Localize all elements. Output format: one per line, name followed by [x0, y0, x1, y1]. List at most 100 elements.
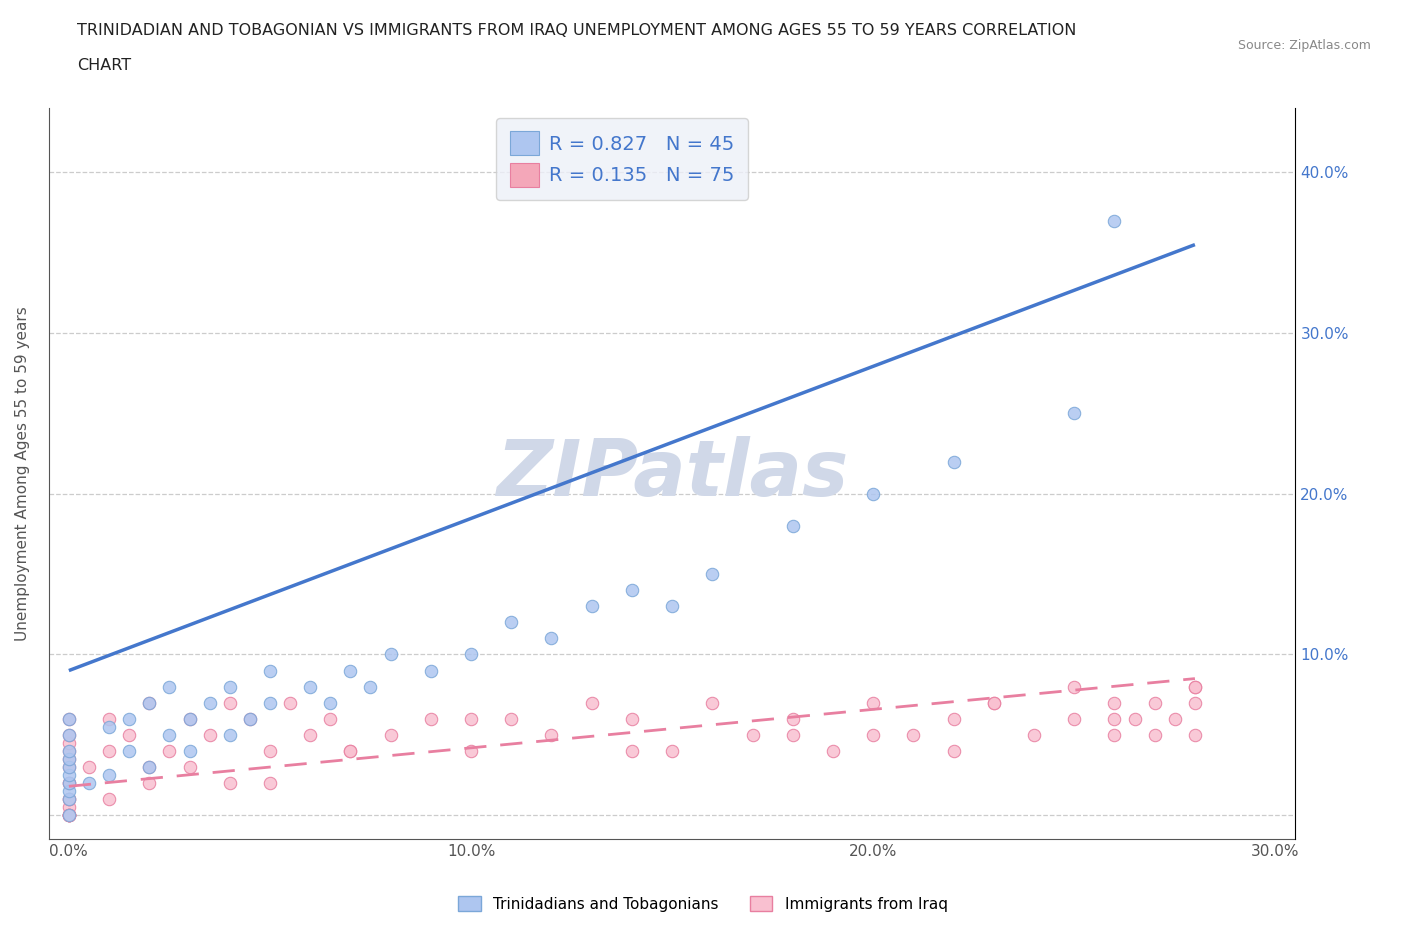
Point: [540, 631, 562, 645]
Point: [58, 776, 80, 790]
Point: [179, 711, 201, 726]
Point: [278, 696, 301, 711]
Text: TRINIDADIAN AND TOBAGONIAN VS IMMIGRANTS FROM IRAQ UNEMPLOYMENT AMONG AGES 55 TO: TRINIDADIAN AND TOBAGONIAN VS IMMIGRANTS…: [77, 23, 1077, 38]
Point: [58, 808, 80, 823]
Text: ZIPatlas: ZIPatlas: [496, 435, 848, 512]
Point: [98, 711, 121, 726]
Point: [98, 720, 121, 735]
Point: [58, 800, 80, 815]
Point: [58, 767, 80, 782]
Point: [942, 711, 965, 726]
Point: [903, 727, 925, 742]
Point: [661, 743, 683, 758]
Point: [821, 743, 844, 758]
Point: [942, 743, 965, 758]
Point: [58, 736, 80, 751]
Point: [862, 727, 884, 742]
Point: [419, 711, 441, 726]
Point: [58, 808, 80, 823]
Point: [218, 776, 240, 790]
Point: [339, 743, 361, 758]
Point: [1184, 679, 1206, 694]
Point: [319, 711, 342, 726]
Point: [1184, 727, 1206, 742]
Legend: Trinidadians and Tobagonians, Immigrants from Iraq: Trinidadians and Tobagonians, Immigrants…: [453, 889, 953, 918]
Point: [702, 696, 724, 711]
Point: [620, 711, 643, 726]
Point: [1104, 727, 1126, 742]
Point: [58, 711, 80, 726]
Point: [782, 518, 804, 533]
Y-axis label: Unemployment Among Ages 55 to 59 years: Unemployment Among Ages 55 to 59 years: [15, 306, 30, 641]
Point: [157, 743, 180, 758]
Point: [138, 760, 160, 775]
Point: [360, 679, 382, 694]
Point: [98, 743, 121, 758]
Point: [157, 727, 180, 742]
Point: [942, 454, 965, 469]
Point: [58, 751, 80, 766]
Point: [58, 808, 80, 823]
Point: [77, 776, 100, 790]
Point: [419, 663, 441, 678]
Point: [157, 679, 180, 694]
Point: [501, 615, 523, 630]
Point: [179, 760, 201, 775]
Point: [1104, 711, 1126, 726]
Point: [58, 727, 80, 742]
Point: [138, 696, 160, 711]
Point: [218, 679, 240, 694]
Point: [1022, 727, 1045, 742]
Point: [58, 791, 80, 806]
Point: [1063, 711, 1085, 726]
Point: [58, 784, 80, 799]
Point: [741, 727, 763, 742]
Point: [239, 711, 262, 726]
Point: [58, 808, 80, 823]
Point: [179, 711, 201, 726]
Point: [98, 767, 121, 782]
Point: [118, 743, 141, 758]
Point: [58, 791, 80, 806]
Point: [118, 727, 141, 742]
Point: [218, 696, 240, 711]
Point: [77, 760, 100, 775]
Point: [501, 711, 523, 726]
Point: [1104, 696, 1126, 711]
Point: [1184, 679, 1206, 694]
Point: [58, 776, 80, 790]
Point: [58, 743, 80, 758]
Point: [540, 727, 562, 742]
Point: [581, 599, 603, 614]
Point: [319, 696, 342, 711]
Point: [259, 776, 281, 790]
Point: [620, 583, 643, 598]
Point: [1143, 727, 1166, 742]
Point: [259, 743, 281, 758]
Point: [661, 599, 683, 614]
Point: [58, 743, 80, 758]
Point: [58, 760, 80, 775]
Point: [198, 727, 221, 742]
Point: [138, 696, 160, 711]
Point: [58, 808, 80, 823]
Point: [138, 760, 160, 775]
Point: [380, 647, 402, 662]
Point: [179, 743, 201, 758]
Legend: R = 0.827   N = 45, R = 0.135   N = 75: R = 0.827 N = 45, R = 0.135 N = 75: [496, 118, 748, 200]
Point: [58, 808, 80, 823]
Point: [259, 696, 281, 711]
Point: [58, 760, 80, 775]
Point: [380, 727, 402, 742]
Text: Source: ZipAtlas.com: Source: ZipAtlas.com: [1237, 39, 1371, 52]
Point: [138, 776, 160, 790]
Point: [983, 696, 1005, 711]
Point: [339, 743, 361, 758]
Point: [1184, 696, 1206, 711]
Point: [782, 711, 804, 726]
Point: [581, 696, 603, 711]
Point: [460, 711, 482, 726]
Point: [299, 727, 322, 742]
Point: [1143, 696, 1166, 711]
Point: [58, 711, 80, 726]
